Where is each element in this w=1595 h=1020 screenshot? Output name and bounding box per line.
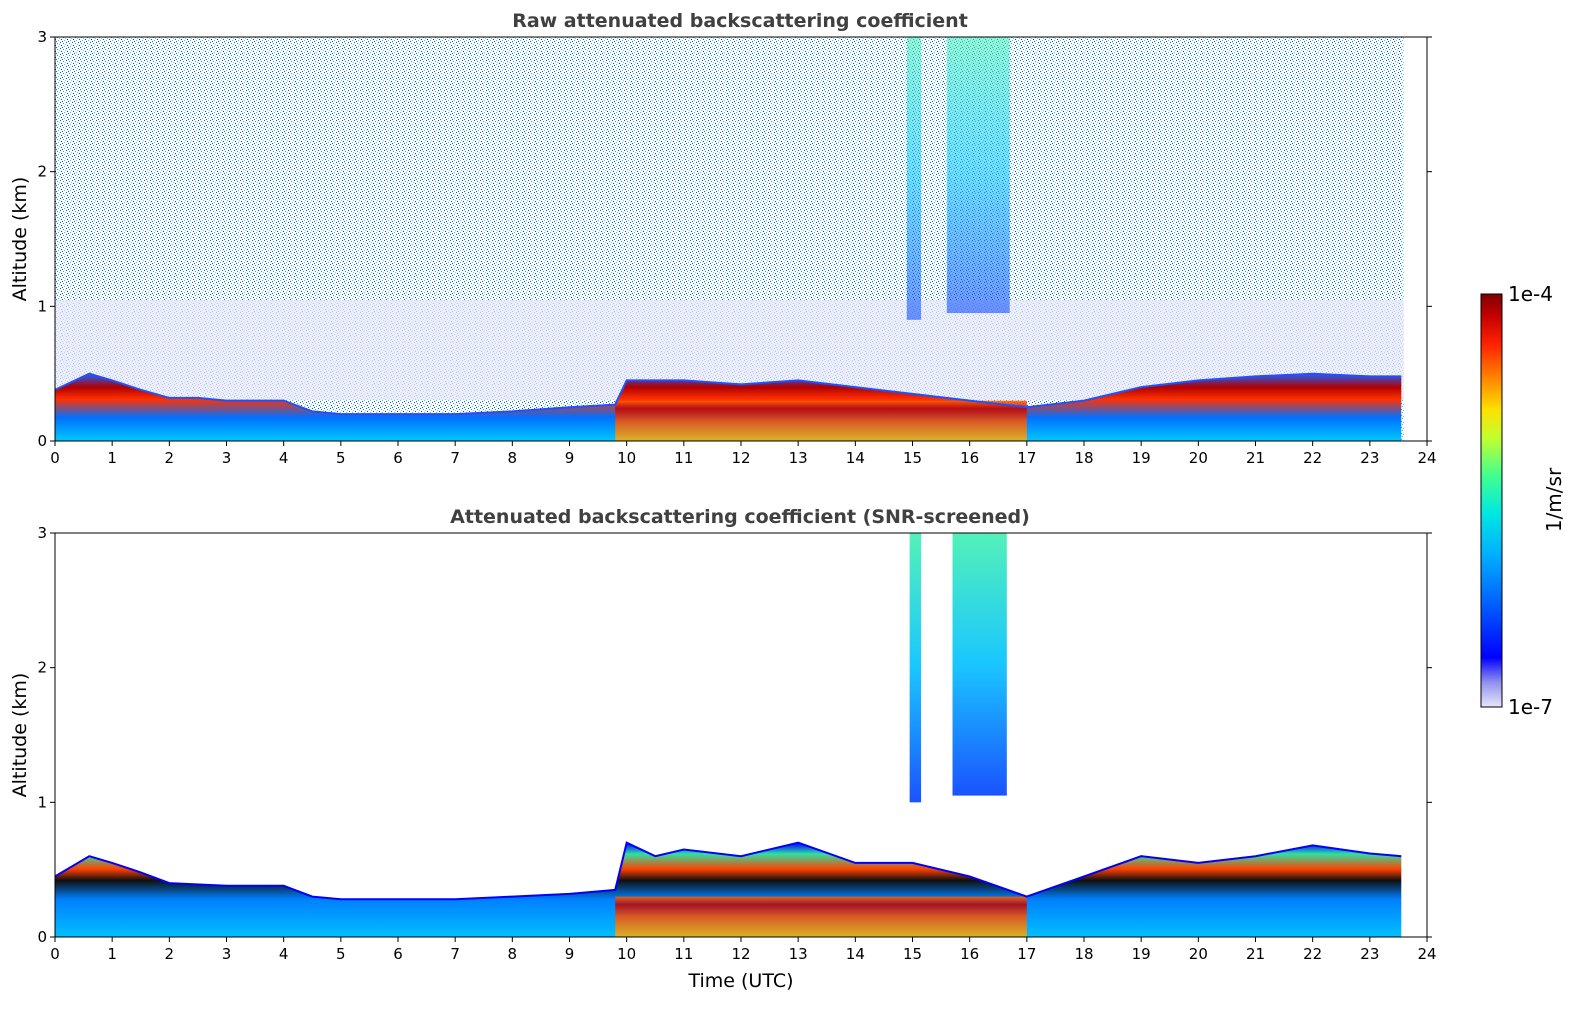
- x-tick-label: 9: [565, 945, 575, 963]
- x-tick-label: 0: [50, 945, 60, 963]
- x-tick-label: 16: [960, 449, 979, 467]
- y-tick-label: 0: [37, 928, 47, 946]
- x-tick-label: 19: [1132, 449, 1151, 467]
- x-tick-label: 2: [165, 449, 175, 467]
- x-tick-label: 9: [565, 449, 575, 467]
- y-tick-label: 3: [37, 28, 47, 46]
- x-tick-label: 11: [674, 945, 693, 963]
- cloud-segment: [952, 533, 1007, 796]
- screened-backscatter-panel: Attenuated backscattering coefficient (S…: [9, 506, 1437, 992]
- y-tick-label: 1: [37, 793, 47, 811]
- y-axis-label: Altitude (km): [9, 177, 31, 302]
- x-tick-label: 3: [222, 449, 232, 467]
- x-axis-label: Time (UTC): [687, 970, 793, 992]
- x-tick-label: 14: [846, 449, 865, 467]
- y-tick-label: 1: [37, 297, 47, 315]
- x-tick-label: 18: [1074, 945, 1093, 963]
- x-tick-label: 23: [1360, 945, 1379, 963]
- colorbar-max-label: 1e-4: [1508, 282, 1553, 306]
- x-tick-label: 1: [107, 449, 117, 467]
- colorbar-min-label: 1e-7: [1508, 695, 1553, 719]
- x-tick-label: 3: [222, 945, 232, 963]
- mixed-layer-region: [615, 400, 1027, 441]
- x-tick-label: 15: [903, 945, 922, 963]
- mixed-layer-region: [615, 896, 1027, 937]
- x-tick-label: 5: [336, 449, 346, 467]
- x-tick-label: 4: [279, 945, 289, 963]
- layer-top-line: [55, 372, 1402, 416]
- colorbar: 1e-4 1e-7 1/m/sr: [1480, 282, 1566, 719]
- x-tick-label: 12: [731, 945, 750, 963]
- aerosol-layer-area: [55, 842, 1402, 937]
- layer-top-line: [55, 841, 1402, 901]
- x-tick-label: 15: [903, 449, 922, 467]
- x-tick-label: 4: [279, 449, 289, 467]
- x-tick-label: 7: [450, 945, 460, 963]
- y-axis: 0 1 2 3: [37, 524, 1432, 946]
- x-axis: 0 1 2 3 4 5 6 7 8 9 10 11 12 13 14 15 16 17 18 19 20 21 22 23 24: [50, 441, 1437, 467]
- aerosol-layer: [55, 841, 1402, 937]
- x-tick-label: 1: [107, 945, 117, 963]
- y-tick-label: 2: [37, 163, 47, 181]
- x-tick-label: 24: [1417, 945, 1436, 963]
- cloud-segment: [946, 37, 1010, 314]
- x-tick-label: 6: [393, 449, 403, 467]
- x-tick-label: 11: [674, 449, 693, 467]
- x-tick-label: 13: [789, 945, 808, 963]
- cloud-segment: [906, 37, 922, 320]
- panel-title: Raw attenuated backscattering coefficien…: [512, 10, 968, 32]
- x-tick-label: 22: [1303, 449, 1322, 467]
- x-tick-label: 10: [617, 945, 636, 963]
- colorbar-gradient: [1480, 293, 1503, 708]
- x-tick-label: 20: [1189, 945, 1208, 963]
- y-tick-label: 3: [37, 524, 47, 542]
- y-axis: 0 1 2 3: [37, 28, 1432, 450]
- x-tick-label: 6: [393, 945, 403, 963]
- x-tick-label: 17: [1017, 449, 1036, 467]
- x-tick-label: 2: [165, 945, 175, 963]
- x-tick-label: 22: [1303, 945, 1322, 963]
- x-tick-label: 8: [508, 945, 518, 963]
- x-tick-label: 16: [960, 945, 979, 963]
- x-tick-label: 20: [1189, 449, 1208, 467]
- y-tick-label: 0: [37, 432, 47, 450]
- y-axis-label: Altitude (km): [9, 673, 31, 798]
- x-tick-label: 23: [1360, 449, 1379, 467]
- x-tick-label: 24: [1417, 449, 1436, 467]
- x-tick-label: 10: [617, 449, 636, 467]
- panel-title: Attenuated backscattering coefficient (S…: [450, 506, 1030, 528]
- cloud-layer: [906, 37, 1010, 320]
- raw-backscatter-panel: Raw attenuated backscattering coefficien…: [9, 10, 1437, 467]
- x-tick-label: 17: [1017, 945, 1036, 963]
- x-tick-label: 21: [1246, 449, 1265, 467]
- x-tick-label: 19: [1132, 945, 1151, 963]
- x-tick-label: 18: [1074, 449, 1093, 467]
- x-tick-label: 13: [789, 449, 808, 467]
- x-tick-label: 8: [508, 449, 518, 467]
- cloud-layer: [909, 533, 1007, 803]
- x-tick-label: 7: [450, 449, 460, 467]
- x-tick-label: 21: [1246, 945, 1265, 963]
- colorbar-unit-label: 1/m/sr: [1542, 467, 1566, 532]
- x-tick-label: 12: [731, 449, 750, 467]
- aerosol-layer: [55, 372, 1402, 441]
- y-tick-label: 2: [37, 659, 47, 677]
- x-tick-label: 0: [50, 449, 60, 467]
- x-tick-label: 5: [336, 945, 346, 963]
- cloud-segment: [909, 533, 922, 803]
- x-tick-label: 14: [846, 945, 865, 963]
- x-axis: 0 1 2 3 4 5 6 7 8 9 10 11 12 13 14 15 16 17 18 19 20 21 22 23 24: [50, 937, 1437, 963]
